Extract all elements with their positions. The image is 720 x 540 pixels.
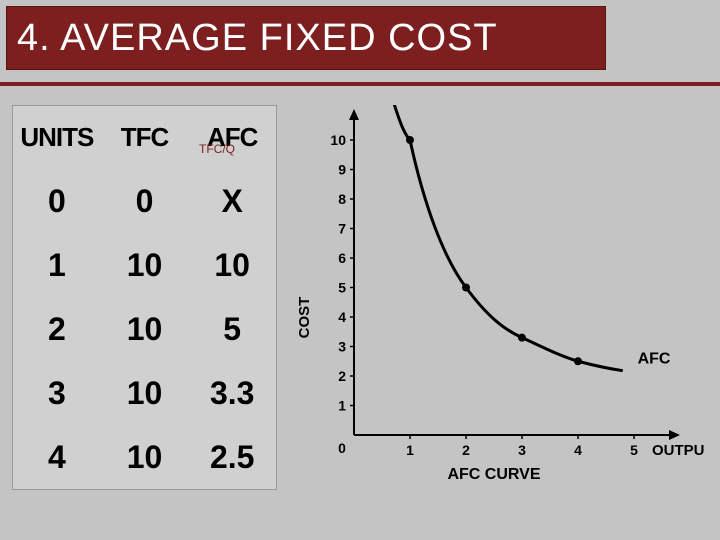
- afc-table: UNITS TFC AFC 0 0 X 1 10 10 2 10 5 3 10: [12, 105, 277, 490]
- table-row: 3 10 3.3: [13, 361, 276, 425]
- svg-text:3: 3: [338, 339, 346, 355]
- chart-svg: 1 2 3 4 5 6 7 8 9 10 1 2 3 4 5 0 COST OUTPUT AFC AFC CURVE: [289, 105, 704, 500]
- svg-text:7: 7: [338, 221, 346, 237]
- afc-chart: 1 2 3 4 5 6 7 8 9 10 1 2 3 4 5 0 COST OUTPUT AFC AFC CURVE: [289, 105, 708, 505]
- svg-text:9: 9: [338, 162, 346, 178]
- svg-text:1: 1: [406, 442, 414, 458]
- svg-text:4: 4: [574, 442, 582, 458]
- svg-text:8: 8: [338, 191, 346, 207]
- svg-text:4: 4: [338, 309, 346, 325]
- svg-text:1: 1: [338, 398, 346, 414]
- col-afc: AFC: [188, 106, 276, 170]
- svg-text:2: 2: [462, 442, 470, 458]
- svg-text:AFC: AFC: [638, 350, 671, 367]
- svg-text:5: 5: [338, 280, 346, 296]
- svg-text:AFC CURVE: AFC CURVE: [447, 466, 540, 483]
- svg-text:6: 6: [338, 250, 346, 266]
- title-bar: 4. AVERAGE FIXED COST: [6, 6, 606, 70]
- table-row: 2 10 5: [13, 297, 276, 361]
- svg-text:COST: COST: [296, 297, 313, 339]
- svg-text:OUTPUT: OUTPUT: [652, 442, 704, 459]
- col-tfc: TFC: [101, 106, 189, 170]
- afc-sublabel: TFC/Q: [199, 142, 235, 156]
- svg-text:5: 5: [630, 442, 638, 458]
- table-row: 0 0 X: [13, 170, 276, 234]
- content-area: UNITS TFC AFC 0 0 X 1 10 10 2 10 5 3 10: [12, 105, 708, 505]
- svg-text:3: 3: [518, 442, 526, 458]
- svg-text:10: 10: [330, 132, 346, 148]
- table-row: 1 10 10: [13, 234, 276, 298]
- svg-text:0: 0: [338, 440, 346, 456]
- col-units: UNITS: [13, 106, 101, 170]
- svg-text:2: 2: [338, 368, 346, 384]
- table-header-row: UNITS TFC AFC: [13, 106, 276, 170]
- table-row: 4 10 2.5: [13, 425, 276, 489]
- page-title: 4. AVERAGE FIXED COST: [17, 17, 498, 60]
- title-underline: [0, 82, 720, 86]
